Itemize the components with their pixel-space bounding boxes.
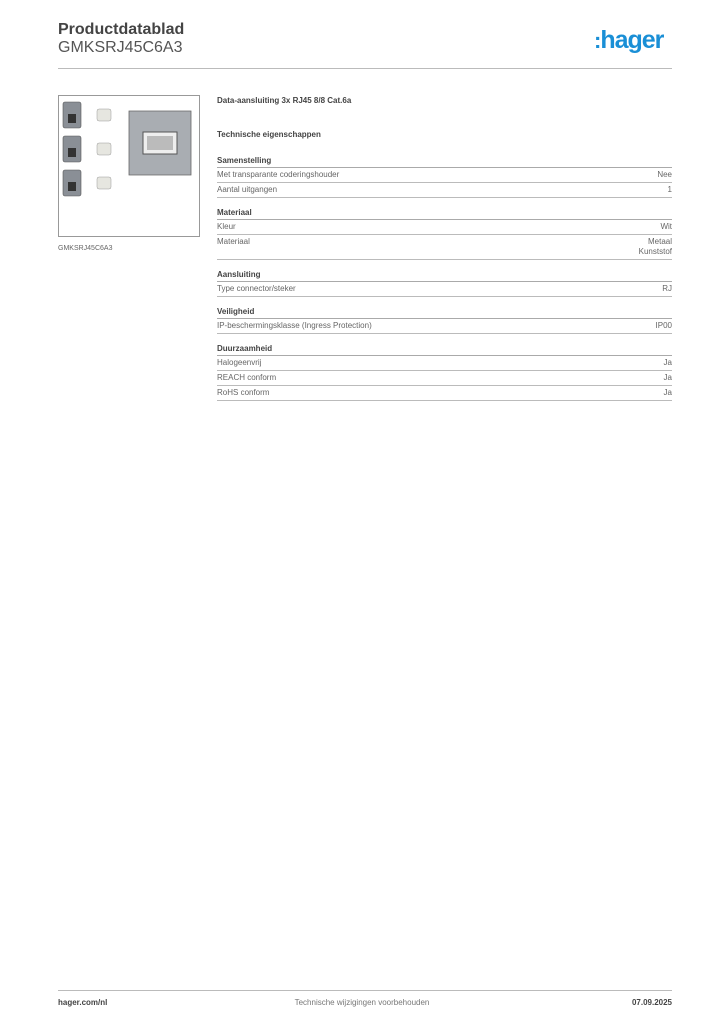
spec-label: Halogeenvrij xyxy=(217,358,262,367)
spec-row: Type connector/steker RJ xyxy=(217,282,672,297)
spec-value: Wit xyxy=(660,222,672,231)
spec-row: IP-beschermingsklasse (Ingress Protectio… xyxy=(217,319,672,334)
spec-row: Halogeenvrij Ja xyxy=(217,356,672,371)
spec-section: Duurzaamheid Halogeenvrij Ja REACH confo… xyxy=(217,344,672,401)
spec-section: Samenstelling Met transparante coderings… xyxy=(217,156,672,198)
spec-row: REACH conform Ja xyxy=(217,371,672,386)
product-photo-icon xyxy=(62,101,192,197)
footer-website[interactable]: hager.com/nl xyxy=(58,998,108,1007)
spec-label: Kleur xyxy=(217,222,236,231)
footer-disclaimer: Technische wijzigingen voorbehouden xyxy=(294,998,430,1007)
spec-value: Nee xyxy=(657,170,672,179)
spec-value: RJ xyxy=(662,284,672,293)
footer-divider xyxy=(58,990,672,991)
page-title: Productdatablad xyxy=(58,21,185,38)
section-title: Veiligheid xyxy=(217,307,672,319)
section-title: Aansluiting xyxy=(217,270,672,282)
product-description: Data-aansluiting 3x RJ45 8/8 Cat.6a xyxy=(217,96,352,105)
spec-row: Met transparante coderingshouder Nee xyxy=(217,168,672,183)
spec-row: RoHS conform Ja xyxy=(217,386,672,401)
footer-date: 07.09.2025 xyxy=(631,998,672,1007)
hager-logo: :hager xyxy=(594,26,664,54)
section-title: Duurzaamheid xyxy=(217,344,672,356)
spec-value: IP00 xyxy=(655,321,672,330)
spec-label: REACH conform xyxy=(217,373,277,382)
spec-label: Materiaal xyxy=(217,237,250,246)
spec-label: Type connector/steker xyxy=(217,284,296,293)
spec-column: Data-aansluiting 3x RJ45 8/8 Cat.6a Tech… xyxy=(217,96,672,411)
spec-section: Veiligheid IP-beschermingsklasse (Ingres… xyxy=(217,307,672,334)
spec-row: Aantal uitgangen 1 xyxy=(217,183,672,198)
product-code: GMKSRJ45C6A3 xyxy=(58,39,183,56)
technical-heading: Technische eigenschappen xyxy=(217,130,321,139)
spec-value: Ja xyxy=(663,358,672,367)
spec-label: IP-beschermingsklasse (Ingress Protectio… xyxy=(217,321,372,330)
section-title: Samenstelling xyxy=(217,156,672,168)
product-image xyxy=(58,95,200,237)
spec-label: Met transparante coderingshouder xyxy=(217,170,340,179)
spec-label: RoHS conform xyxy=(217,388,270,397)
spec-value: 1 xyxy=(667,185,672,194)
spec-value: Ja xyxy=(663,388,672,397)
image-caption: GMKSRJ45C6A3 xyxy=(58,245,113,252)
spec-row: Materiaal Metaal Kunststof xyxy=(217,235,672,260)
header-divider xyxy=(58,68,672,69)
section-title: Materiaal xyxy=(217,208,672,220)
spec-label: Aantal uitgangen xyxy=(217,185,278,194)
spec-section: Aansluiting Type connector/steker RJ xyxy=(217,270,672,297)
spec-section: Materiaal Kleur Wit Materiaal Metaal Kuns… xyxy=(217,208,672,260)
spec-value: Metaal Kunststof xyxy=(638,237,672,256)
spec-value: Ja xyxy=(663,373,672,382)
spec-row: Kleur Wit xyxy=(217,220,672,235)
